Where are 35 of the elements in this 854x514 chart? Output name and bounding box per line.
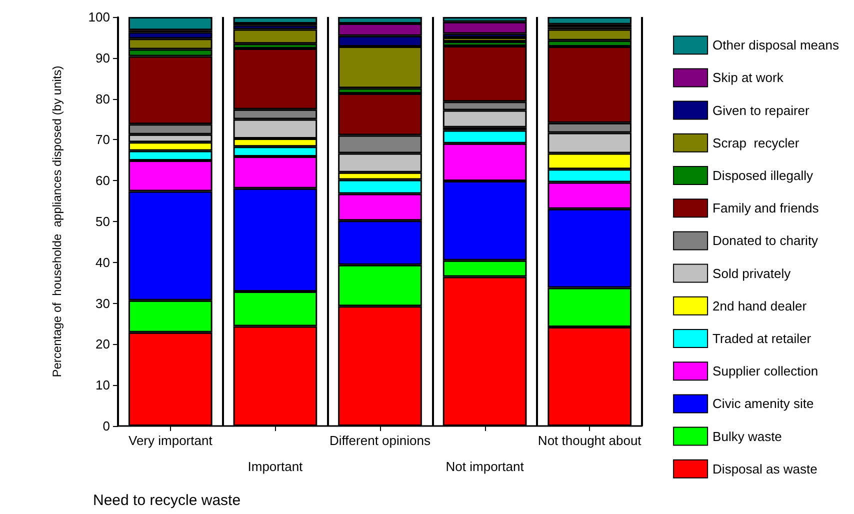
y-tick-label: 0 xyxy=(102,418,110,434)
x-tick-label: Important xyxy=(248,459,304,474)
legend-label: Given to repairer xyxy=(712,102,810,118)
legend-label: Donated to charity xyxy=(712,233,819,248)
legend-label: Disposed illegally xyxy=(712,168,814,183)
legend-label: Disposal as waste xyxy=(712,461,818,476)
y-tick-label: 20 xyxy=(96,336,110,352)
legend-label: Supplier collection xyxy=(712,364,818,379)
x-tick-label: Very important xyxy=(128,433,213,448)
y-tick-label: 50 xyxy=(96,214,110,229)
legend-label: Family and friends xyxy=(712,200,820,216)
x-axis-title: Need to recycle waste xyxy=(93,492,241,509)
x-tick-label: Not thought about xyxy=(538,433,642,448)
y-tick-label: 10 xyxy=(96,378,110,393)
y-axis-title: Percentage of householde appliances disposed (by units) xyxy=(50,66,64,378)
legend-label: Civic amenity site xyxy=(712,396,814,412)
y-tick-label: 90 xyxy=(96,50,110,66)
legend-label: 2nd hand dealer xyxy=(712,298,808,314)
y-tick-label: 70 xyxy=(96,132,110,148)
y-tick-label: 100 xyxy=(88,10,110,24)
y-tick-label: 60 xyxy=(96,173,110,188)
legend-label: Bulky waste xyxy=(712,428,782,444)
bar xyxy=(128,17,212,30)
bar xyxy=(442,37,527,42)
y-tick-label: 30 xyxy=(96,296,110,311)
x-tick-label: Different opinions xyxy=(330,433,431,448)
legend-label: Sold privately xyxy=(712,266,792,281)
legend-label: Other disposal means xyxy=(712,38,840,53)
legend-label: Scrap recycler xyxy=(712,135,800,150)
legend-label: Skip at work xyxy=(712,70,784,86)
y-tick-label: 80 xyxy=(96,91,110,106)
bar xyxy=(548,17,632,24)
legend-label: Traded at retailer xyxy=(712,331,812,346)
y-tick-label: 40 xyxy=(96,254,110,270)
x-tick-label: Not important xyxy=(446,459,524,474)
